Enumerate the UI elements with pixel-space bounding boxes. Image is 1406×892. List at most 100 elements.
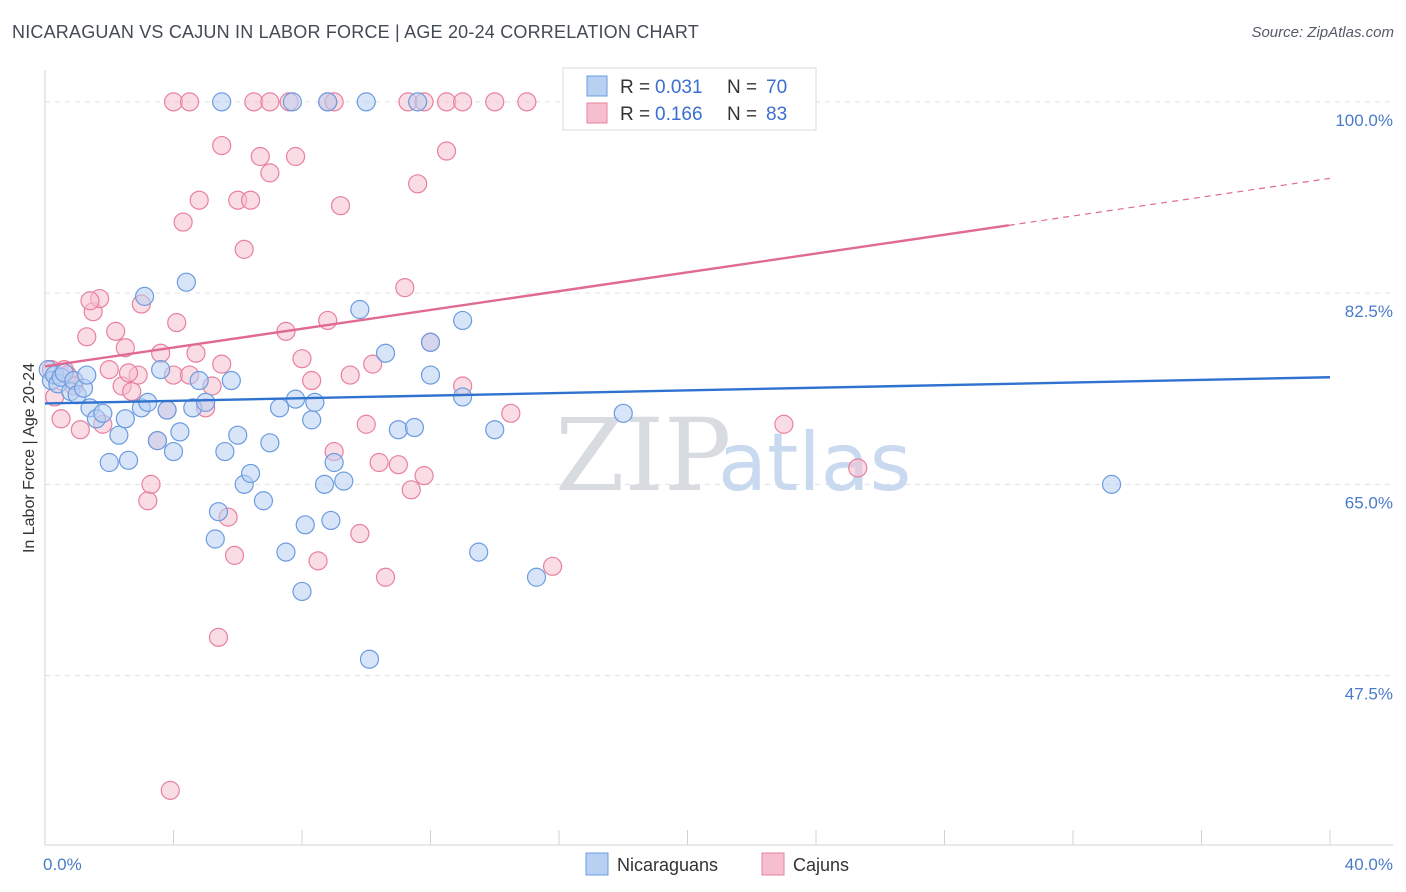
nicaraguan-point-39 bbox=[276, 542, 296, 562]
nicaraguan-point-63 bbox=[613, 403, 633, 423]
legend-r-value-1: 0.166 bbox=[655, 104, 703, 125]
cajun-point-14 bbox=[115, 338, 135, 358]
nicaraguan-point-53 bbox=[375, 343, 396, 363]
nicaraguan-point-15 bbox=[109, 425, 129, 445]
cajun-point-68 bbox=[179, 92, 200, 112]
nicaraguan-point-42 bbox=[295, 515, 315, 535]
nicaraguan-point-37 bbox=[260, 433, 280, 453]
cajun-point-33 bbox=[212, 354, 232, 374]
cajun-point-25 bbox=[167, 313, 187, 333]
cajun-point-63 bbox=[501, 403, 521, 423]
cajun-point-15 bbox=[122, 381, 142, 402]
cajun-point-58 bbox=[408, 174, 428, 194]
nicaraguan-point-17 bbox=[115, 409, 135, 429]
legend-r-value-0: 0.031 bbox=[655, 77, 703, 98]
nicaraguan-point-38 bbox=[269, 398, 290, 418]
cajun-point-28 bbox=[186, 343, 206, 363]
cajun-point-35 bbox=[224, 545, 245, 565]
legend-n-value-1: 83 bbox=[766, 104, 787, 125]
cajun-point-55 bbox=[388, 455, 408, 475]
bottom-legend-label-nicaraguans: Nicaraguans bbox=[617, 855, 718, 875]
cajun-points bbox=[41, 92, 868, 800]
cajun-point-11 bbox=[99, 360, 119, 380]
chart-source: Source: ZipAtlas.com bbox=[1251, 24, 1394, 41]
nicaraguan-point-22 bbox=[157, 400, 177, 420]
nicaraguan-point-16 bbox=[118, 450, 139, 470]
cajun-point-67 bbox=[163, 92, 184, 112]
cajun-point-19 bbox=[141, 474, 161, 494]
cajun-trend-line-extension bbox=[1008, 177, 1331, 226]
y-tick-label-0: 100.0% bbox=[1335, 111, 1393, 130]
y-tick-label-2: 65.0% bbox=[1345, 493, 1393, 512]
nicaraguan-point-51 bbox=[356, 92, 376, 112]
cajun-point-57 bbox=[401, 480, 421, 500]
nicaraguan-point-52 bbox=[359, 649, 380, 669]
y-tick-labels: 100.0% 82.5% 65.0% 47.5% bbox=[1335, 111, 1393, 704]
bottom-legend: Nicaraguans Cajuns bbox=[585, 852, 849, 876]
nicaraguan-point-59 bbox=[453, 310, 473, 331]
cajun-point-6 bbox=[70, 420, 90, 440]
nicaraguan-point-69 bbox=[408, 92, 428, 112]
nicaraguan-point-27 bbox=[189, 370, 209, 391]
nicaraguan-point-65 bbox=[1101, 474, 1122, 494]
cajun-point-26 bbox=[173, 212, 193, 232]
watermark-zip: ZIP bbox=[555, 397, 731, 514]
cajun-point-18 bbox=[138, 491, 158, 511]
nicaraguan-point-20 bbox=[147, 431, 168, 451]
cajun-point-80 bbox=[212, 135, 232, 156]
y-tick-label-3: 47.5% bbox=[1345, 685, 1393, 704]
nicaraguan-point-55 bbox=[404, 417, 425, 438]
nicaraguan-point-49 bbox=[134, 286, 155, 306]
nicaraguan-point-66 bbox=[212, 92, 232, 112]
nicaraguan-point-31 bbox=[215, 441, 235, 462]
nicaraguan-point-14 bbox=[99, 452, 119, 473]
cajun-trend-line bbox=[44, 224, 1009, 368]
nicaraguan-point-57 bbox=[420, 332, 441, 352]
cajun-point-51 bbox=[356, 414, 376, 434]
legend-swatch-nicaraguans bbox=[586, 75, 608, 97]
nicaraguan-point-21 bbox=[151, 360, 171, 380]
chart-title: NICARAGUAN VS CAJUN IN LABOR FORCE | AGE… bbox=[12, 22, 699, 42]
nicaraguan-point-58 bbox=[453, 387, 473, 407]
x-tick-label-min: 0.0% bbox=[43, 855, 82, 874]
cajun-point-29 bbox=[189, 190, 209, 210]
nicaraguan-point-43 bbox=[302, 410, 322, 430]
cajun-point-82 bbox=[80, 291, 100, 311]
legend-swatch-cajuns bbox=[586, 102, 608, 124]
nicaraguan-point-61 bbox=[485, 420, 505, 440]
nicaraguan-point-60 bbox=[469, 542, 489, 562]
nicaraguan-point-10 bbox=[77, 365, 97, 385]
cajun-point-7 bbox=[77, 327, 97, 347]
nicaraguan-point-25 bbox=[176, 272, 196, 292]
cajun-point-50 bbox=[350, 523, 370, 544]
cajun-point-66 bbox=[848, 458, 868, 478]
cajun-point-43 bbox=[292, 349, 312, 369]
nicaraguan-point-36 bbox=[253, 491, 274, 511]
nicaraguan-point-13 bbox=[93, 403, 113, 423]
nicaraguan-points bbox=[38, 92, 1122, 669]
nicaraguan-point-47 bbox=[324, 452, 344, 473]
cajun-point-56 bbox=[395, 278, 415, 298]
cajun-point-37 bbox=[234, 239, 254, 259]
cajun-point-12 bbox=[106, 321, 126, 341]
nicaraguan-point-56 bbox=[420, 365, 441, 385]
cajun-point-42 bbox=[285, 146, 306, 167]
cajun-point-79 bbox=[517, 92, 537, 112]
y-axis-title: In Labor Force | Age 20-24 bbox=[21, 363, 38, 553]
nicaraguan-point-54 bbox=[388, 420, 408, 440]
bottom-legend-swatch-cajuns bbox=[761, 852, 785, 876]
legend-n-label-1: N = bbox=[727, 104, 757, 125]
cajun-point-78 bbox=[485, 92, 505, 112]
cajun-point-54 bbox=[375, 567, 396, 587]
nicaraguan-point-28 bbox=[196, 392, 216, 412]
cajun-point-64 bbox=[542, 556, 563, 576]
nicaraguan-trend-line bbox=[44, 376, 1331, 405]
cajun-point-32 bbox=[208, 627, 229, 647]
nicaraguan-point-44 bbox=[305, 392, 325, 412]
cajun-point-2 bbox=[51, 409, 71, 429]
nicaraguan-point-32 bbox=[221, 370, 241, 391]
legend-n-value-0: 70 bbox=[766, 77, 787, 98]
nicaraguan-point-62 bbox=[526, 567, 547, 587]
cajun-point-59 bbox=[414, 466, 434, 486]
